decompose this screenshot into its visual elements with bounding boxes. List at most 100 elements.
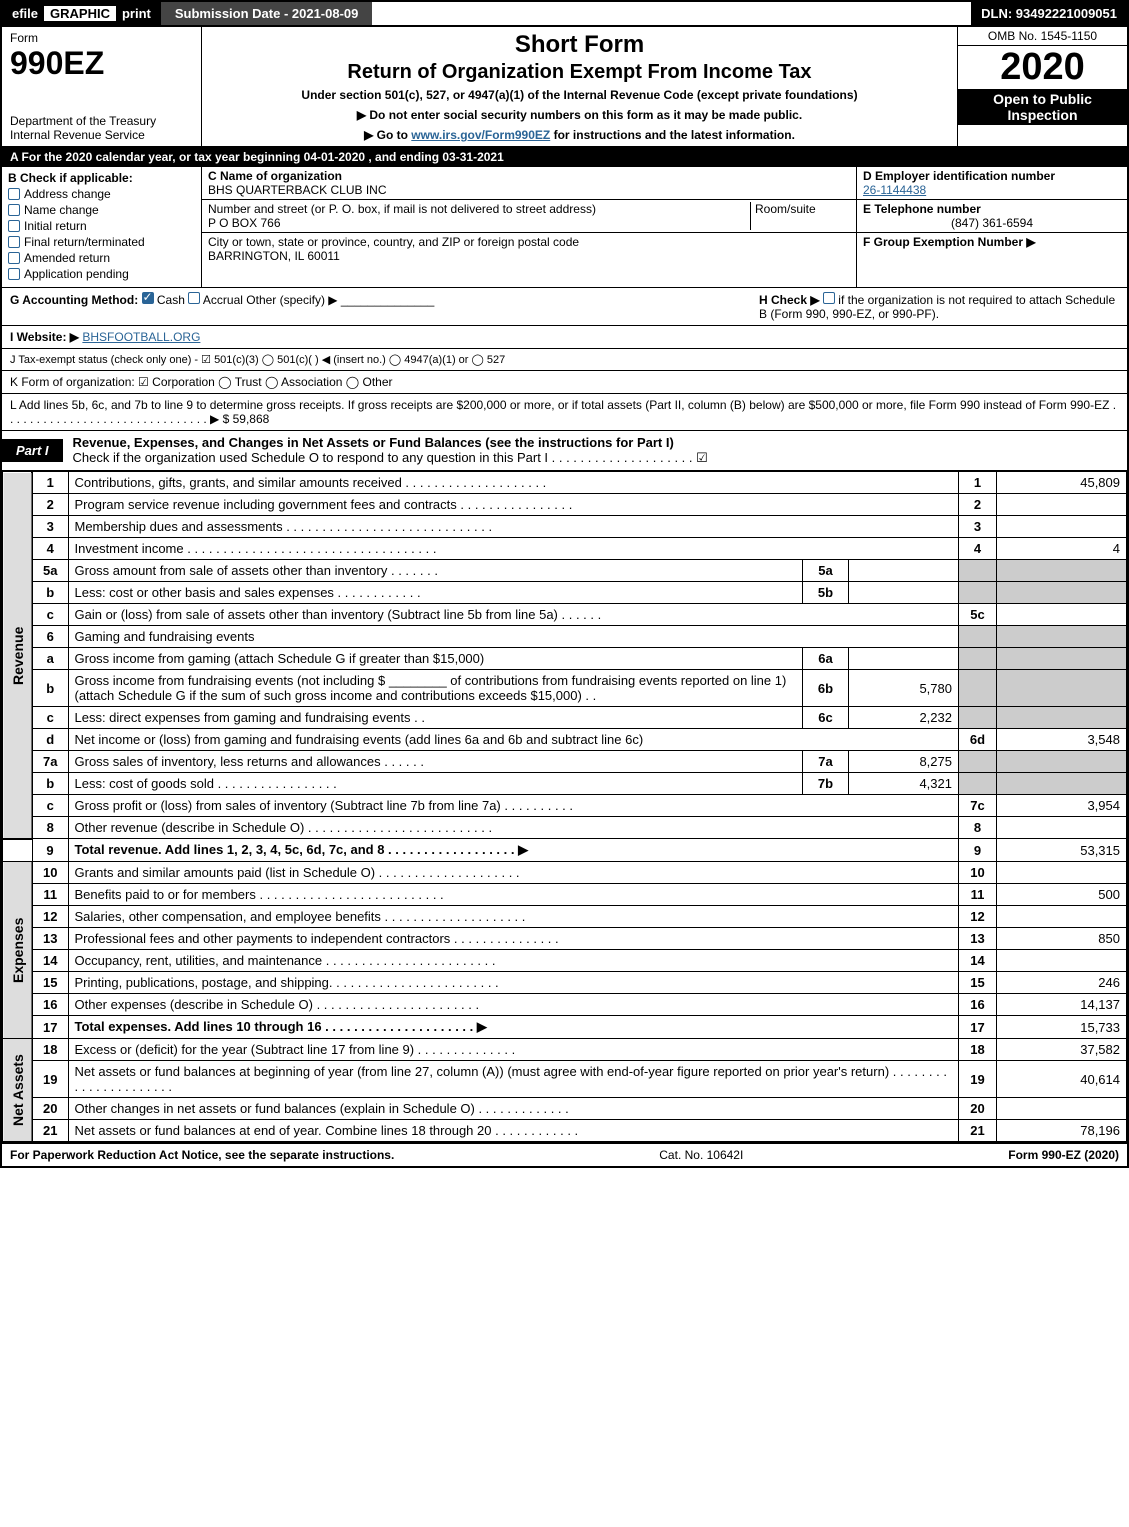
- goto-post: for instructions and the latest informat…: [550, 128, 795, 142]
- part1-check: Check if the organization used Schedule …: [73, 450, 708, 465]
- goto-row: ▶ Go to www.irs.gov/Form990EZ for instru…: [212, 128, 947, 142]
- line-desc: Gross amount from sale of assets other t…: [68, 560, 803, 582]
- footer-right-pre: Form: [1008, 1148, 1041, 1162]
- row-k: K Form of organization: ☑ Corporation ◯ …: [2, 371, 1127, 394]
- ein-value[interactable]: 26-1144438: [863, 183, 926, 197]
- inner-val: 8,275: [849, 751, 959, 773]
- cb-address-change[interactable]: [8, 188, 20, 200]
- line-desc: Less: direct expenses from gaming and fu…: [68, 707, 803, 729]
- col-amt: [997, 582, 1127, 604]
- col-amt: 3,954: [997, 795, 1127, 817]
- line-desc: Gaming and fundraising events: [68, 626, 959, 648]
- cash-label: Cash: [157, 293, 185, 307]
- cb-cash[interactable]: [142, 292, 154, 304]
- phone-value: (847) 361-6594: [863, 216, 1121, 230]
- footer-left: For Paperwork Reduction Act Notice, see …: [10, 1148, 394, 1162]
- dln: DLN: 93492221009051: [971, 2, 1127, 25]
- line-no: b: [32, 773, 68, 795]
- tax-year: 2020: [958, 46, 1127, 89]
- col-num: [959, 773, 997, 795]
- cb-final-return[interactable]: [8, 236, 20, 248]
- line-no: 9: [32, 839, 68, 862]
- col-num: [959, 751, 997, 773]
- line-desc: Grants and similar amounts paid (list in…: [68, 862, 959, 884]
- col-amt: [997, 560, 1127, 582]
- col-amt: 500: [997, 884, 1127, 906]
- col-num: 18: [959, 1039, 997, 1061]
- accrual-label: Accrual: [203, 293, 243, 307]
- col-num: 17: [959, 1016, 997, 1039]
- col-amt: 3,548: [997, 729, 1127, 751]
- col-amt: 246: [997, 972, 1127, 994]
- line-no: 3: [32, 516, 68, 538]
- cb-name-change[interactable]: [8, 204, 20, 216]
- side-blank: [3, 839, 33, 862]
- line-desc: Net assets or fund balances at beginning…: [68, 1061, 959, 1098]
- line-desc: Less: cost or other basis and sales expe…: [68, 582, 803, 604]
- side-revenue: Revenue: [3, 472, 33, 839]
- cb-amended-return[interactable]: [8, 252, 20, 264]
- col-num: 3: [959, 516, 997, 538]
- line-desc: Membership dues and assessments . . . . …: [68, 516, 959, 538]
- cb-accrual[interactable]: [188, 292, 200, 304]
- header: Form 990EZ Department of the Treasury In…: [2, 27, 1127, 148]
- addr-label: Number and street (or P. O. box, if mail…: [208, 202, 750, 216]
- line-desc: Gross income from gaming (attach Schedul…: [68, 648, 803, 670]
- cb-h[interactable]: [823, 292, 835, 304]
- cb-label: Application pending: [24, 267, 129, 281]
- col-num: 7c: [959, 795, 997, 817]
- part1-title: Revenue, Expenses, and Changes in Net As…: [63, 431, 1127, 470]
- cb-label: Name change: [24, 203, 99, 217]
- line-desc: Other revenue (describe in Schedule O) .…: [68, 817, 959, 839]
- line-no: 4: [32, 538, 68, 560]
- inner-box: 5b: [803, 582, 849, 604]
- col-num: 12: [959, 906, 997, 928]
- footer: For Paperwork Reduction Act Notice, see …: [2, 1142, 1127, 1166]
- line-desc: Excess or (deficit) for the year (Subtra…: [68, 1039, 959, 1061]
- line-desc: Gross sales of inventory, less returns a…: [68, 751, 803, 773]
- line-desc: Total revenue. Add lines 1, 2, 3, 4, 5c,…: [68, 839, 959, 862]
- inner-box: 6c: [803, 707, 849, 729]
- col-b: B Check if applicable: Address change Na…: [2, 167, 202, 287]
- col-amt: [997, 1098, 1127, 1120]
- warning-ssn: ▶ Do not enter social security numbers o…: [212, 108, 947, 122]
- footer-cat: Cat. No. 10642I: [659, 1148, 743, 1162]
- part1-title-text: Revenue, Expenses, and Changes in Net As…: [73, 435, 674, 450]
- col-amt: 37,582: [997, 1039, 1127, 1061]
- line-no: 8: [32, 817, 68, 839]
- other-label: Other (specify) ▶: [246, 293, 337, 307]
- cb-application-pending[interactable]: [8, 268, 20, 280]
- line-desc: Program service revenue including govern…: [68, 494, 959, 516]
- col-num: 4: [959, 538, 997, 560]
- header-left: Form 990EZ Department of the Treasury In…: [2, 27, 202, 146]
- col-num: 13: [959, 928, 997, 950]
- line-desc: Other expenses (describe in Schedule O) …: [68, 994, 959, 1016]
- line-no: b: [32, 582, 68, 604]
- col-num: 8: [959, 817, 997, 839]
- print-button[interactable]: print: [122, 6, 151, 21]
- website-link[interactable]: BHSFOOTBALL.ORG: [82, 330, 200, 344]
- title-short-form: Short Form: [212, 31, 947, 59]
- line-no: 20: [32, 1098, 68, 1120]
- cb-label: Address change: [24, 187, 111, 201]
- row-i: I Website: ▶ BHSFOOTBALL.ORG: [2, 326, 1127, 349]
- topbar: efile GRAPHIC print Submission Date - 20…: [2, 2, 1127, 27]
- inner-val: 4,321: [849, 773, 959, 795]
- subtitle: Under section 501(c), 527, or 4947(a)(1)…: [212, 88, 947, 102]
- line-desc: Salaries, other compensation, and employ…: [68, 906, 959, 928]
- c-name-label: C Name of organization: [208, 169, 850, 183]
- line-no: c: [32, 604, 68, 626]
- col-d: D Employer identification number 26-1144…: [857, 167, 1127, 287]
- line-no: 2: [32, 494, 68, 516]
- col-num: 15: [959, 972, 997, 994]
- line-no: 15: [32, 972, 68, 994]
- org-city: BARRINGTON, IL 60011: [208, 249, 850, 263]
- col-num: 1: [959, 472, 997, 494]
- graphic-label[interactable]: GRAPHIC: [44, 6, 116, 21]
- goto-link[interactable]: www.irs.gov/Form990EZ: [411, 128, 550, 142]
- cb-initial-return[interactable]: [8, 220, 20, 232]
- goto-pre: ▶ Go to: [364, 128, 411, 142]
- line-no: 11: [32, 884, 68, 906]
- col-amt: 4: [997, 538, 1127, 560]
- line-desc: Net income or (loss) from gaming and fun…: [68, 729, 959, 751]
